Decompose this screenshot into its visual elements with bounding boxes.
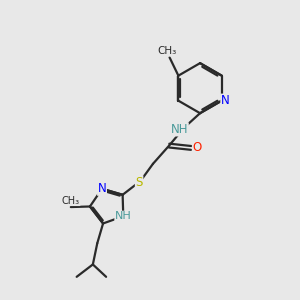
Text: NH: NH (115, 211, 132, 221)
Text: N: N (221, 94, 230, 107)
Text: S: S (135, 176, 143, 189)
Text: O: O (193, 141, 202, 154)
Text: NH: NH (171, 123, 188, 136)
Text: N: N (98, 182, 106, 195)
Text: CH₃: CH₃ (62, 196, 80, 206)
Text: CH₃: CH₃ (157, 46, 176, 56)
